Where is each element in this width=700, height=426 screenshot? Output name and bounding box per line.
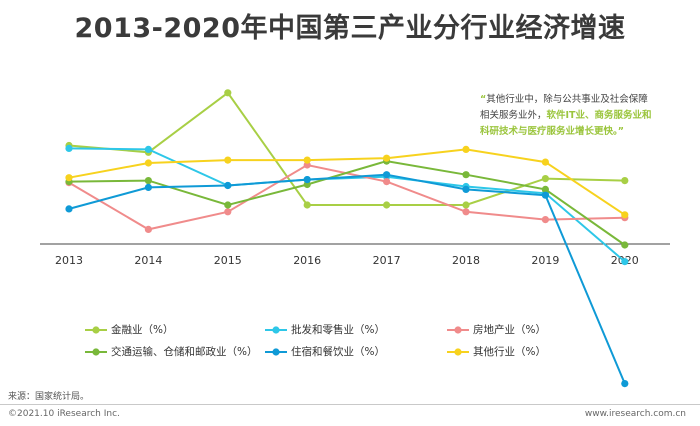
source-note: 来源：国家统计局。 xyxy=(8,392,90,402)
data-point xyxy=(144,177,152,185)
data-point xyxy=(621,241,629,249)
data-point xyxy=(541,216,550,224)
data-point xyxy=(65,205,73,213)
x-tick-label: 2014 xyxy=(134,254,162,267)
series-1 xyxy=(65,89,629,209)
data-point xyxy=(541,185,550,193)
legend-item: 批发和零售业（%） xyxy=(265,322,385,338)
data-point xyxy=(541,158,550,166)
legend-item: 交通运输、仓储和邮政业（%） xyxy=(85,344,257,360)
legend-item: 其他行业（%） xyxy=(447,344,546,360)
series-6 xyxy=(65,145,629,219)
data-point xyxy=(224,156,232,164)
annotation-line-2-highlight: 软件IT业、商务服务业和 xyxy=(546,110,652,121)
data-point xyxy=(303,156,311,164)
data-point xyxy=(383,178,391,186)
data-point xyxy=(65,144,73,152)
data-point xyxy=(303,176,311,184)
series-line xyxy=(68,173,626,384)
series-4 xyxy=(65,157,629,249)
data-point xyxy=(383,154,391,162)
series-5 xyxy=(65,171,629,388)
legend-label: 房地产业（%） xyxy=(473,324,546,336)
data-point xyxy=(383,171,391,179)
legend-label: 住宿和餐饮业（%） xyxy=(291,346,385,358)
legend-swatch xyxy=(447,348,469,356)
data-point xyxy=(65,174,73,182)
legend-swatch xyxy=(447,326,469,334)
legend-swatch xyxy=(85,326,107,334)
copyright-text: ©2021.10 iResearch Inc. xyxy=(8,409,120,419)
x-tick-label: 2018 xyxy=(452,254,480,267)
series-line xyxy=(68,163,625,231)
footer-divider xyxy=(0,404,700,405)
legend-item: 金融业（%） xyxy=(85,322,173,338)
series-line xyxy=(68,160,626,246)
chart-title: 2013-2020年中国第三产业分行业经济增速 xyxy=(74,13,626,44)
data-point xyxy=(462,185,470,193)
data-point xyxy=(621,258,629,266)
data-point xyxy=(462,201,470,209)
data-point xyxy=(144,145,152,153)
data-point xyxy=(383,201,391,209)
data-point xyxy=(621,380,629,388)
data-point xyxy=(224,181,232,190)
x-tick-label: 2013 xyxy=(55,254,83,267)
data-point xyxy=(144,183,152,191)
legend-swatch xyxy=(265,326,287,334)
website-url: www.iresearch.com.cn xyxy=(584,409,686,419)
series-line xyxy=(68,91,625,206)
x-tick-label: 2016 xyxy=(293,254,321,267)
legend-label: 批发和零售业（%） xyxy=(291,324,385,336)
data-point xyxy=(144,159,152,167)
data-point xyxy=(224,208,232,216)
data-point xyxy=(462,171,470,179)
legend-label: 其他行业（%） xyxy=(473,346,546,358)
annotation-line-1: 其他行业中，除与公共事业及社会保障 xyxy=(486,94,648,105)
data-point xyxy=(462,145,470,153)
annotation-line-3-highlight: 科研技术与医疗服务业增长更快。 xyxy=(480,126,618,137)
x-tick-label: 2019 xyxy=(531,254,559,267)
data-point xyxy=(224,89,232,97)
legend-item: 房地产业（%） xyxy=(447,322,546,338)
legend-label: 金融业（%） xyxy=(111,324,174,336)
series-line xyxy=(68,148,626,216)
x-tick-label: 2015 xyxy=(214,254,242,267)
data-point xyxy=(621,177,629,185)
legend-swatch xyxy=(85,348,107,356)
legend-label: 交通运输、仓储和邮政业（%） xyxy=(111,346,258,358)
legend-swatch xyxy=(265,348,287,356)
data-point xyxy=(144,225,152,233)
data-point xyxy=(303,201,311,209)
data-point xyxy=(462,208,470,216)
chart-annotation: “其他行业中，除与公共事业及社会保障 相关服务业外，软件IT业、商务服务业和 科… xyxy=(480,94,652,137)
data-point xyxy=(541,191,550,199)
annotation-line-2-plain: 相关服务业外， xyxy=(480,110,547,121)
x-tick-label: 2017 xyxy=(373,254,401,267)
data-point xyxy=(541,175,550,183)
data-point xyxy=(621,211,629,219)
legend-item: 住宿和餐饮业（%） xyxy=(265,344,385,360)
data-point xyxy=(224,201,232,209)
